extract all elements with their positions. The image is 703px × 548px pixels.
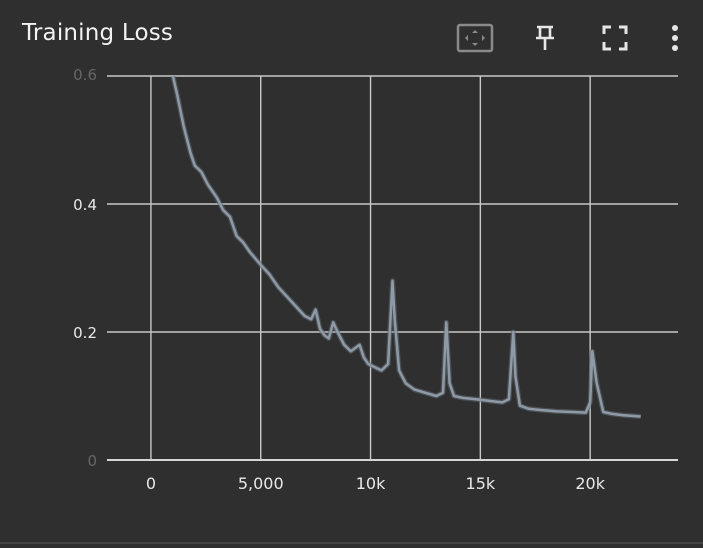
y-tick-label: 0.6 bbox=[73, 66, 97, 84]
y-tick-label: 0 bbox=[87, 452, 97, 470]
x-tick-label: 15k bbox=[466, 474, 496, 493]
more-vertical-icon bbox=[672, 25, 678, 51]
y-tick-label: 0.4 bbox=[73, 196, 97, 214]
chart-title: Training Loss bbox=[22, 20, 174, 46]
fit-domain-icon bbox=[456, 23, 494, 53]
x-tick-label: 10k bbox=[356, 474, 386, 493]
card-bottom-divider bbox=[0, 542, 703, 544]
chart-toolbar bbox=[425, 20, 685, 56]
pin-icon bbox=[536, 25, 554, 50]
y-tick-label: 0.2 bbox=[73, 324, 97, 342]
x-tick-label: 5,000 bbox=[238, 474, 284, 493]
fullscreen-button[interactable] bbox=[595, 20, 635, 56]
fit-domain-button[interactable] bbox=[455, 20, 495, 56]
loss-series-raw-line bbox=[170, 76, 641, 419]
x-tick-label: 20k bbox=[575, 474, 605, 493]
x-tick-label: 0 bbox=[146, 474, 156, 493]
pin-button[interactable] bbox=[525, 20, 565, 56]
loss-series-line bbox=[171, 76, 641, 418]
more-menu-button[interactable] bbox=[665, 20, 685, 56]
fullscreen-icon bbox=[602, 25, 628, 51]
